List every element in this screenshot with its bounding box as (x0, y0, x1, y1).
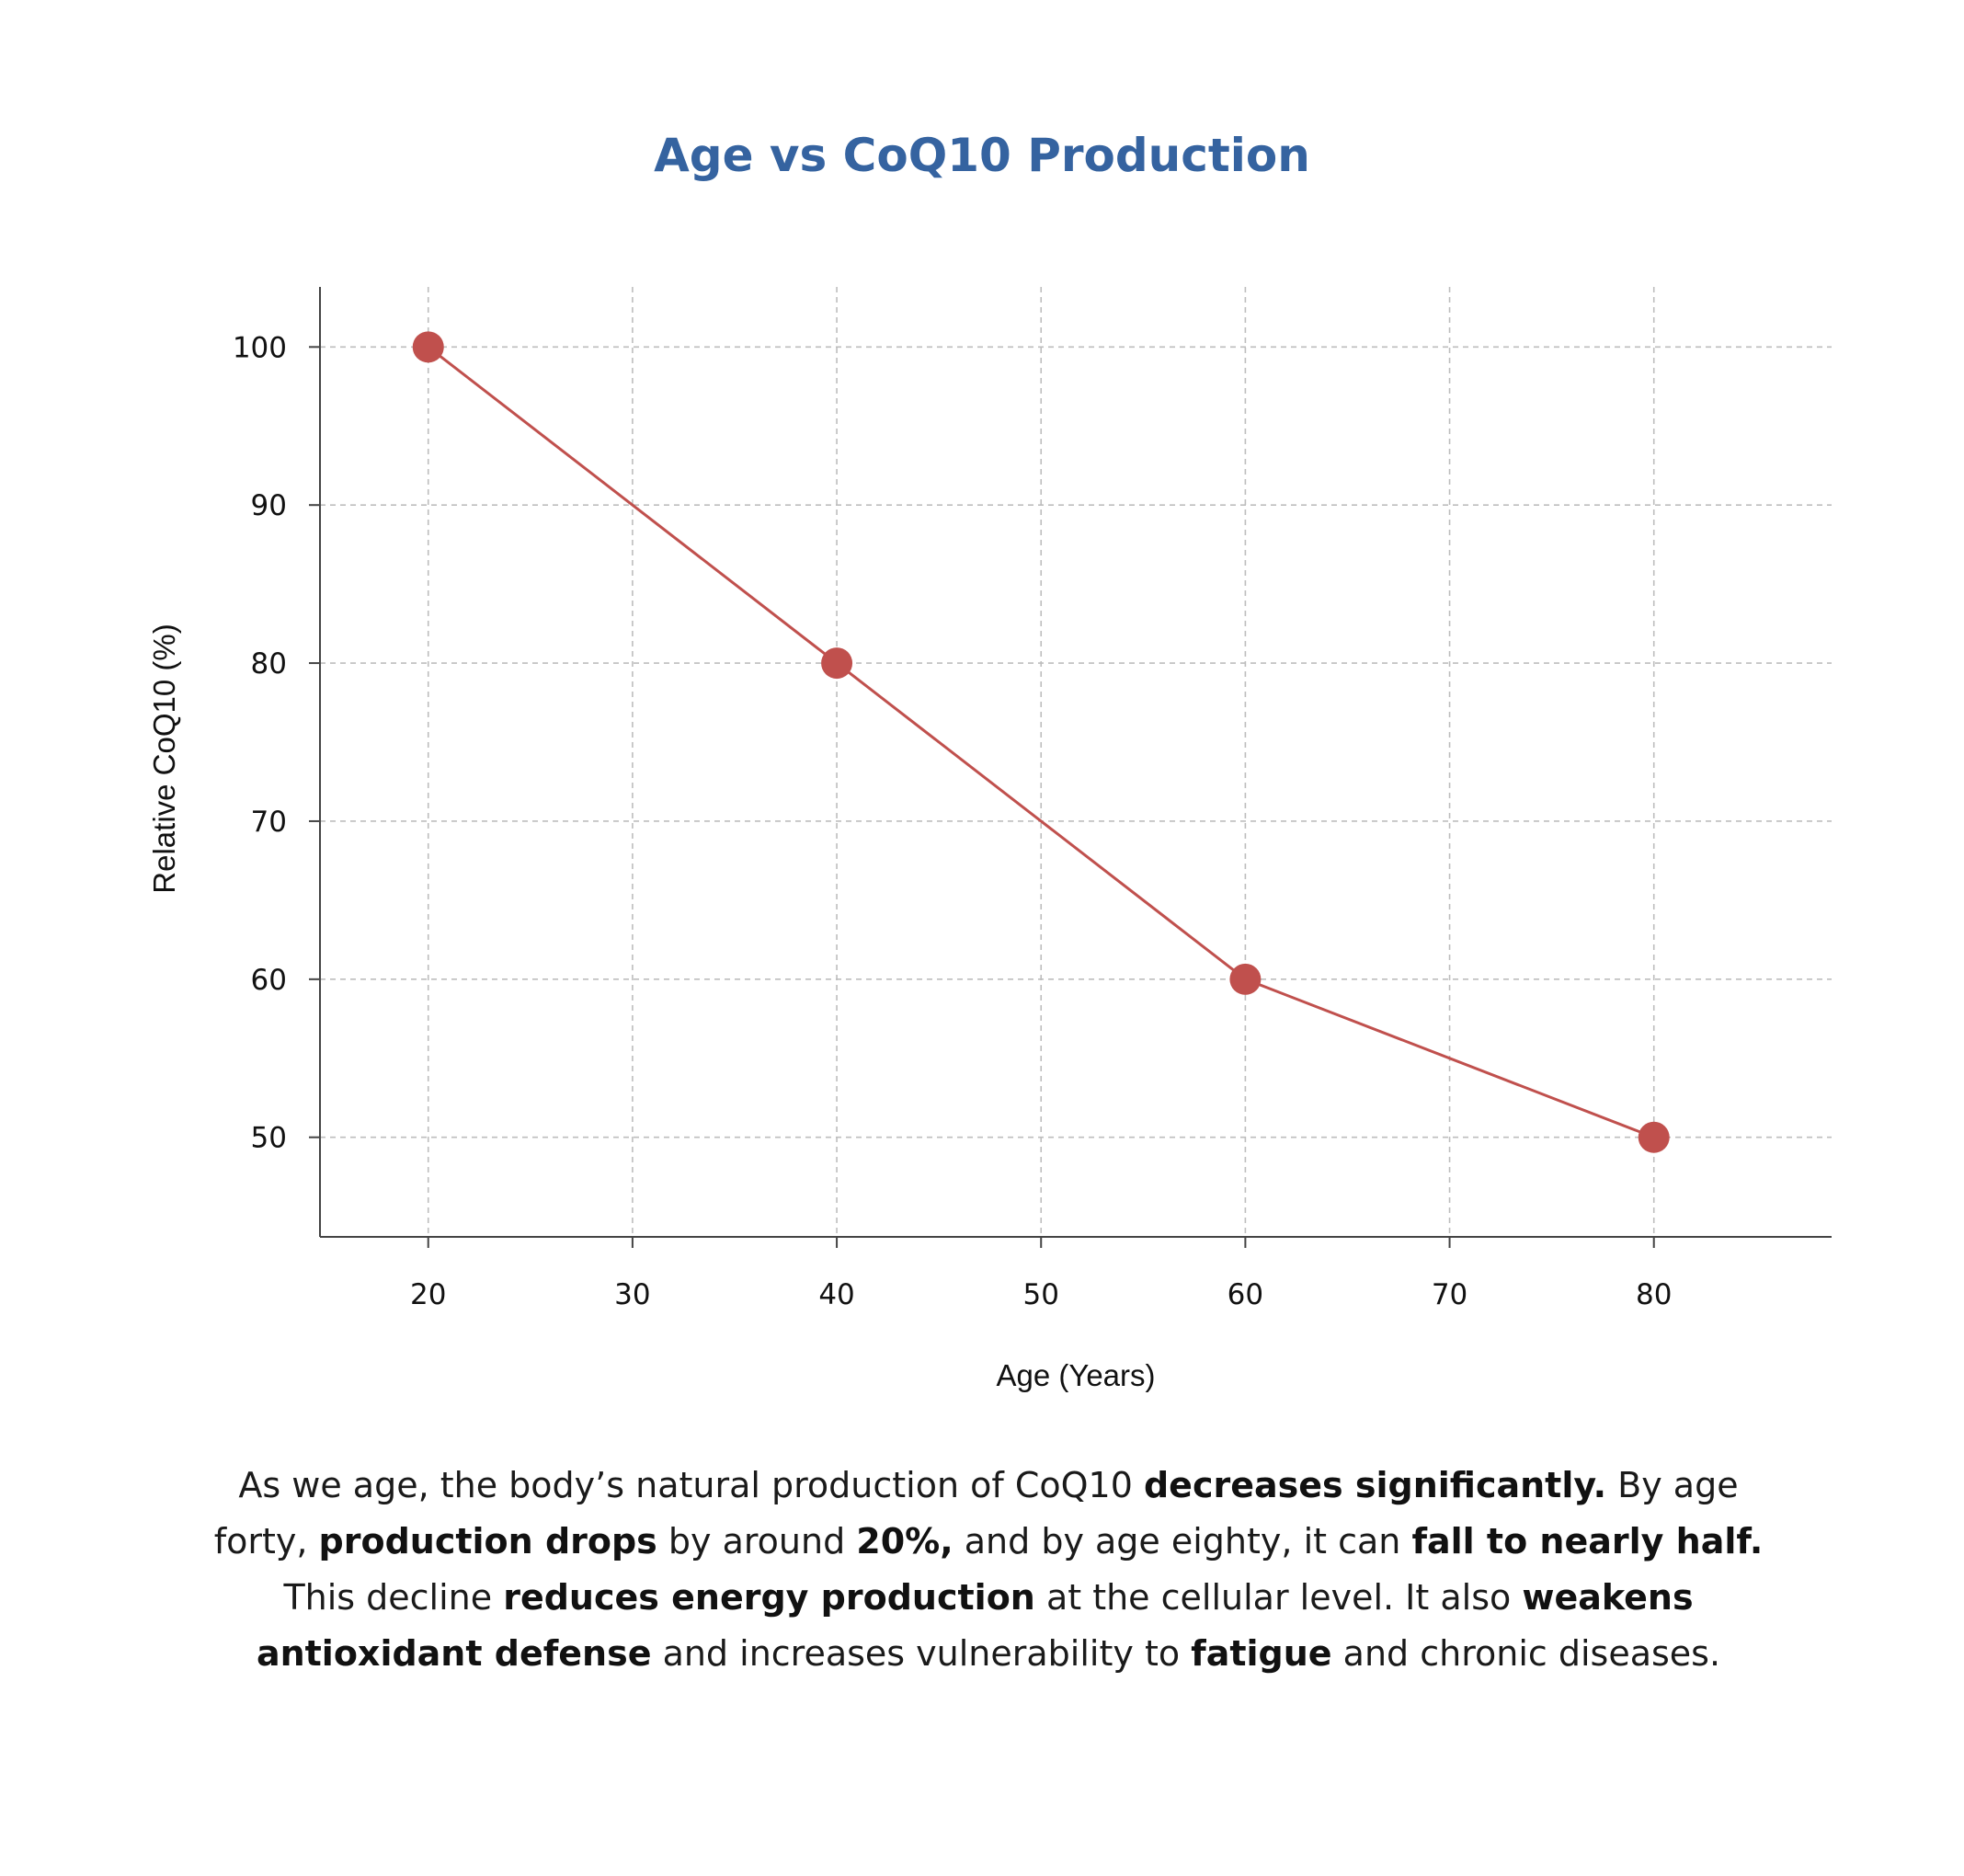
chart-axes (309, 287, 1832, 1248)
caption-emphasis: fatigue (1191, 1633, 1332, 1674)
caption-text: and increases vulnerability to (651, 1633, 1192, 1674)
y-tick-label: 70 (251, 806, 287, 839)
chart-title: Age vs CoQ10 Production (654, 129, 1310, 182)
x-tick-label: 20 (410, 1278, 446, 1311)
caption-emphasis: weakens antioxidant defense (256, 1577, 1694, 1674)
caption-text: As we age, the body’s natural production… (238, 1465, 1144, 1505)
chart-caption: As we age, the body’s natural production… (211, 1458, 1765, 1682)
caption-text: This decline (283, 1577, 504, 1618)
y-tick-label: 90 (251, 489, 287, 522)
data-point (412, 331, 444, 363)
tick-labels: 20 30 40 50 60 70 80 50 60 70 80 90 100 (233, 331, 1673, 1311)
caption-text: by around (657, 1521, 857, 1561)
caption-emphasis: decreases significantly. (1143, 1465, 1607, 1505)
y-tick-label: 50 (251, 1122, 287, 1155)
caption-emphasis: fall to nearly half. (1411, 1521, 1764, 1561)
data-point (821, 647, 853, 680)
x-tick-label: 70 (1432, 1278, 1467, 1311)
x-tick-label: 30 (614, 1278, 650, 1311)
y-tick-label: 80 (251, 647, 287, 681)
x-axis-label: Age (Years) (996, 1358, 1155, 1392)
caption-emphasis: 20%, (856, 1521, 953, 1561)
y-tick-label: 100 (233, 331, 287, 364)
data-point (1229, 963, 1262, 995)
y-axis-label: Relative CoQ10 (%) (147, 623, 181, 893)
caption-emphasis: reduces energy production (503, 1577, 1035, 1618)
caption-text: and by age eighty, it can (953, 1521, 1412, 1561)
caption-emphasis: production drops (318, 1521, 657, 1561)
data-series (412, 331, 1670, 1153)
x-tick-label: 80 (1636, 1278, 1672, 1311)
caption-text: By age forty, (213, 1465, 1739, 1561)
x-tick-label: 50 (1023, 1278, 1059, 1311)
caption-text: and chronic diseases. (1331, 1633, 1721, 1674)
series-line (427, 346, 1655, 1139)
y-tick-label: 60 (251, 964, 287, 997)
grid-lines (320, 287, 1832, 1237)
caption-text: at the cellular level. It also (1034, 1577, 1523, 1618)
x-tick-label: 60 (1228, 1278, 1263, 1311)
data-point (1638, 1121, 1670, 1153)
x-tick-label: 40 (818, 1278, 854, 1311)
